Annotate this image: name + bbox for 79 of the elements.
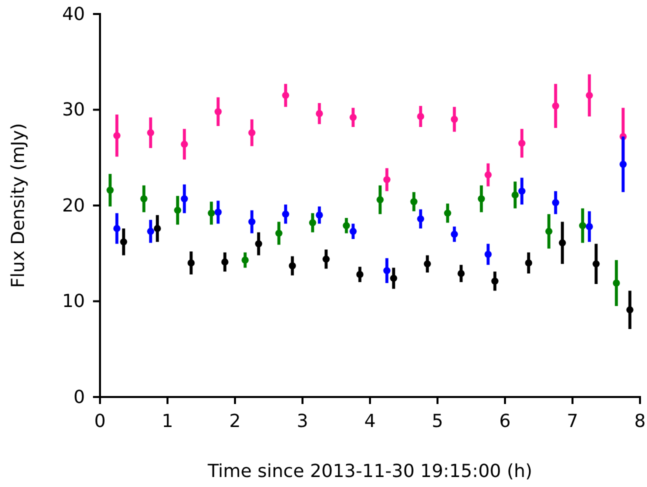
point <box>612 279 620 287</box>
point <box>356 270 364 278</box>
point <box>586 223 593 230</box>
point <box>586 92 593 99</box>
y-tick-label: 10 <box>62 291 85 312</box>
x-tick-label: 2 <box>229 410 241 432</box>
point <box>214 108 222 116</box>
y-tick-label: 30 <box>62 100 85 121</box>
point <box>309 219 316 226</box>
point <box>552 199 560 206</box>
point <box>444 210 452 217</box>
point <box>518 188 526 195</box>
y-tick-label: 0 <box>74 386 85 408</box>
y-tick-label: 40 <box>62 4 85 25</box>
point <box>288 262 296 270</box>
point <box>140 195 148 202</box>
point <box>242 256 249 264</box>
point <box>478 195 485 202</box>
point <box>491 278 498 285</box>
point <box>579 222 586 230</box>
point <box>174 206 182 214</box>
point <box>458 270 465 278</box>
y-tick-label: 20 <box>62 195 85 216</box>
point <box>180 140 188 148</box>
y-axis-title: Flux Density (mJy) <box>8 123 29 288</box>
x-tick-label: 0 <box>94 410 106 432</box>
x-tick-label: 3 <box>296 410 308 432</box>
point <box>390 274 398 282</box>
point <box>450 116 458 123</box>
point <box>525 259 532 267</box>
point <box>255 240 262 248</box>
point <box>188 259 195 267</box>
point <box>113 224 120 232</box>
point <box>620 160 627 168</box>
point <box>383 267 390 274</box>
point <box>592 260 600 268</box>
x-tick-label: 5 <box>432 410 444 432</box>
point <box>316 212 323 219</box>
point <box>417 112 424 120</box>
point <box>545 228 552 235</box>
point <box>248 129 256 136</box>
point <box>180 195 188 202</box>
point <box>147 129 154 136</box>
point <box>558 239 566 246</box>
point <box>275 230 282 237</box>
point <box>450 230 458 238</box>
point <box>208 210 215 217</box>
x-tick-label: 4 <box>364 410 376 432</box>
point <box>322 256 330 263</box>
point <box>350 114 357 121</box>
point <box>417 215 424 222</box>
point <box>484 250 492 258</box>
point <box>342 222 350 230</box>
point <box>282 92 290 99</box>
point <box>113 132 120 140</box>
point <box>424 260 431 268</box>
point <box>221 258 228 266</box>
point <box>154 224 161 232</box>
point <box>214 208 222 216</box>
point <box>147 228 154 235</box>
point <box>383 176 390 184</box>
point <box>282 210 290 218</box>
point <box>376 196 384 204</box>
x-tick-label: 7 <box>566 410 578 432</box>
point <box>512 191 519 199</box>
point <box>350 228 357 235</box>
point <box>106 186 114 194</box>
x-tick-label: 1 <box>162 410 174 432</box>
point <box>552 102 560 110</box>
point <box>626 306 634 314</box>
x-tick-label: 6 <box>499 410 511 432</box>
point <box>248 218 256 226</box>
point <box>316 110 323 118</box>
x-axis-title: Time since 2013-11-30 19:15:00 (h) <box>206 461 532 482</box>
point <box>120 238 128 246</box>
x-tick-label: 8 <box>634 410 646 432</box>
point <box>518 140 526 147</box>
point <box>410 198 418 206</box>
point <box>484 171 492 178</box>
